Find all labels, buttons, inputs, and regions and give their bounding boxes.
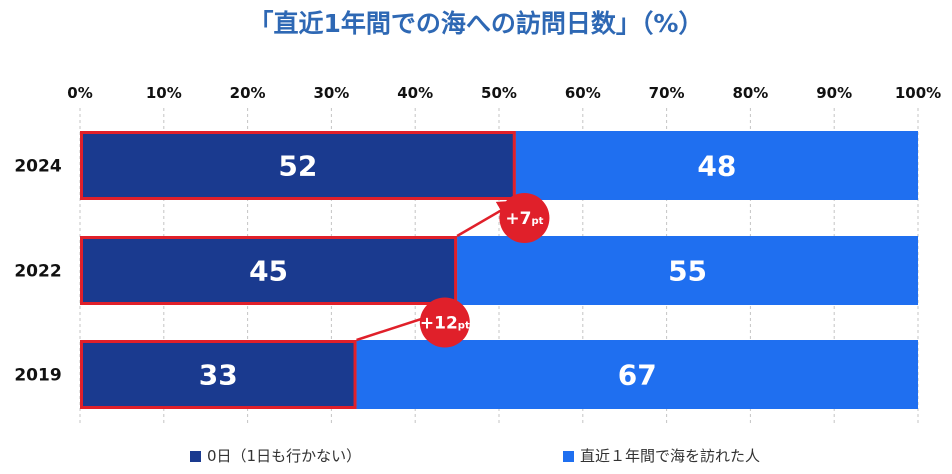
highlight-outline bbox=[80, 340, 357, 409]
x-tick-label: 30% bbox=[313, 84, 349, 102]
bar-value-label: 55 bbox=[668, 255, 707, 288]
chart-title: 「直近1年間での海への訪問日数」（%） bbox=[249, 9, 704, 38]
x-tick-label: 20% bbox=[230, 84, 266, 102]
bar-zero-days bbox=[80, 131, 516, 200]
highlight-outline bbox=[80, 236, 458, 305]
x-axis-ticks: 0% 10% 20% 30% 40% 50% 60% 70% 80% 90% 100% bbox=[67, 84, 941, 102]
bar-zero-days bbox=[80, 236, 458, 305]
bar-visited bbox=[356, 340, 918, 409]
x-tick-label: 70% bbox=[649, 84, 685, 102]
legend: 0日（1日も行かない） 直近１年間で海を訪れた人 bbox=[190, 447, 760, 465]
x-tick-label: 10% bbox=[146, 84, 182, 102]
change-badge: +12pt bbox=[419, 297, 470, 348]
highlight-outline bbox=[80, 131, 516, 200]
bars: 2024 52 48 2022 45 55 2019 33 67 bbox=[14, 131, 918, 409]
bar-visited bbox=[457, 236, 918, 305]
x-tick-label: 40% bbox=[397, 84, 433, 102]
bar-value-label: 67 bbox=[618, 359, 657, 392]
legend-swatch bbox=[190, 451, 201, 462]
x-tick-label: 0% bbox=[67, 84, 92, 102]
bar-value-label: 48 bbox=[697, 150, 736, 183]
y-category-label: 2024 bbox=[14, 157, 61, 177]
x-tick-label: 90% bbox=[816, 84, 852, 102]
change-badge: +7pt bbox=[499, 193, 550, 243]
bar-value-label: 52 bbox=[278, 150, 317, 183]
x-tick-label: 60% bbox=[565, 84, 601, 102]
bar-value-label: 33 bbox=[199, 359, 238, 392]
x-tick-label: 80% bbox=[732, 84, 768, 102]
bar-visited bbox=[515, 131, 918, 200]
bar-zero-days bbox=[80, 340, 357, 409]
y-category-label: 2019 bbox=[14, 366, 61, 386]
bar-value-label: 45 bbox=[249, 255, 288, 288]
badge-label: +7pt bbox=[505, 209, 543, 229]
legend-swatch bbox=[563, 451, 574, 462]
badge-circle bbox=[499, 193, 550, 243]
change-badges: +7pt +12pt bbox=[419, 193, 550, 348]
y-category-label: 2022 bbox=[14, 262, 61, 282]
legend-label: 0日（1日も行かない） bbox=[207, 447, 361, 465]
legend-label: 直近１年間で海を訪れた人 bbox=[580, 447, 760, 465]
x-tick-label: 50% bbox=[481, 84, 517, 102]
badge-circle bbox=[419, 297, 470, 348]
badge-label: +12pt bbox=[420, 314, 470, 334]
x-tick-label: 100% bbox=[895, 84, 941, 102]
